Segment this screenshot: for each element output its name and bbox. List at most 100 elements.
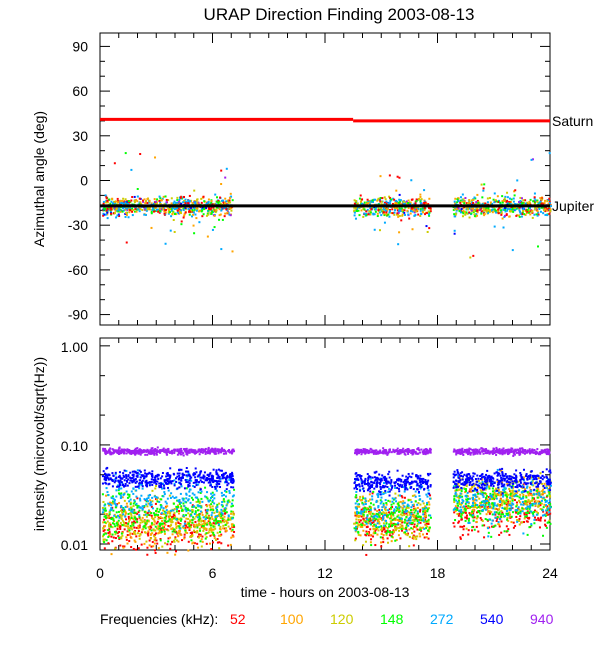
intensity-point-272 [374,514,377,517]
intensity-point-100 [475,517,478,520]
y-tick-label: 60 [72,83,88,99]
intensity-point-120 [145,540,148,543]
azimuth-point [146,202,149,205]
intensity-point-272 [228,478,231,481]
intensity-point-120 [145,515,148,518]
intensity-point-100 [219,534,222,537]
azimuth-point [457,208,460,211]
intensity-point-120 [116,525,119,528]
intensity-point-148 [403,531,406,534]
intensity-point-540 [156,475,159,478]
azimuth-point [366,208,369,211]
intensity-point-272 [170,509,173,512]
azimuth-point [524,213,527,216]
intensity-point-148 [126,493,129,496]
azimuth-point [506,191,509,194]
azimuth-point [228,199,231,202]
azimuth-point [398,176,401,179]
intensity-point-272 [405,510,408,513]
intensity-point-148 [481,491,484,494]
azimuth-point [380,203,383,206]
azimuth-point [370,208,373,211]
azimuth-point [538,201,541,204]
intensity-point-100 [231,525,234,528]
azimuth-point [359,200,362,203]
intensity-point-100 [218,511,221,514]
intensity-point-148 [143,510,146,513]
intensity-point-100 [508,513,511,516]
intensity-point-148 [370,544,373,547]
intensity-point-148 [233,488,236,491]
intensity-point-120 [384,525,387,528]
intensity-point-272 [151,496,154,499]
intensity-point-148 [357,511,360,514]
intensity-point-148 [165,514,168,517]
intensity-point-272 [485,487,488,490]
intensity-point-148 [195,506,198,509]
intensity-point-52 [460,518,463,521]
azimuth-point [182,201,185,204]
azimuth-point [218,200,221,203]
intensity-point-120 [198,500,201,503]
intensity-point-148 [405,523,408,526]
intensity-point-52 [517,507,520,510]
azimuth-point [544,210,547,213]
intensity-point-272 [366,515,369,518]
intensity-point-52 [528,512,531,515]
intensity-point-272 [190,479,193,482]
azimuth-point [374,198,377,201]
intensity-point-100 [422,533,425,536]
intensity-point-272 [384,506,387,509]
intensity-point-148 [120,492,123,495]
intensity-point-148 [484,517,487,520]
intensity-point-272 [165,509,168,512]
intensity-point-52 [392,522,395,525]
intensity-point-540 [225,488,228,491]
intensity-point-148 [184,506,187,509]
intensity-point-148 [173,517,176,520]
intensity-point-52 [221,519,224,522]
intensity-point-148 [387,499,390,502]
intensity-point-120 [139,521,142,524]
intensity-point-272 [457,475,460,478]
intensity-point-272 [355,507,358,510]
intensity-point-272 [173,497,176,500]
intensity-point-120 [419,503,422,506]
intensity-point-540 [178,486,181,489]
intensity-point-272 [161,487,164,490]
azimuth-point [208,207,211,210]
intensity-point-120 [129,501,132,504]
intensity-point-100 [524,503,527,506]
azimuth-point [425,225,428,228]
intensity-point-272 [163,493,166,496]
azimuth-point [480,212,483,215]
azimuth-point [505,200,508,203]
intensity-point-148 [546,509,549,512]
intensity-point-148 [130,516,133,519]
intensity-point-100 [522,493,525,496]
intensity-point-120 [144,511,147,514]
intensity-point-120 [397,505,400,508]
intensity-point-100 [378,522,381,525]
intensity-point-148 [134,518,137,521]
intensity-point-148 [159,539,162,542]
intensity-point-120 [382,491,385,494]
azimuth-point [212,206,215,209]
azimuth-point [183,214,186,217]
azimuth-point [105,199,108,202]
intensity-point-52 [535,518,538,521]
intensity-point-272 [375,501,378,504]
azimuth-point [137,208,140,211]
intensity-point-52 [485,501,488,504]
intensity-point-52 [199,533,202,536]
intensity-point-100 [361,498,364,501]
intensity-point-272 [366,518,369,521]
intensity-point-272 [427,489,430,492]
intensity-point-272 [525,486,528,489]
intensity-point-52 [118,530,121,533]
intensity-point-272 [169,496,172,499]
azimuth-point [206,201,209,204]
intensity-point-148 [529,510,532,513]
intensity-point-540 [219,480,222,483]
intensity-point-120 [204,514,207,517]
